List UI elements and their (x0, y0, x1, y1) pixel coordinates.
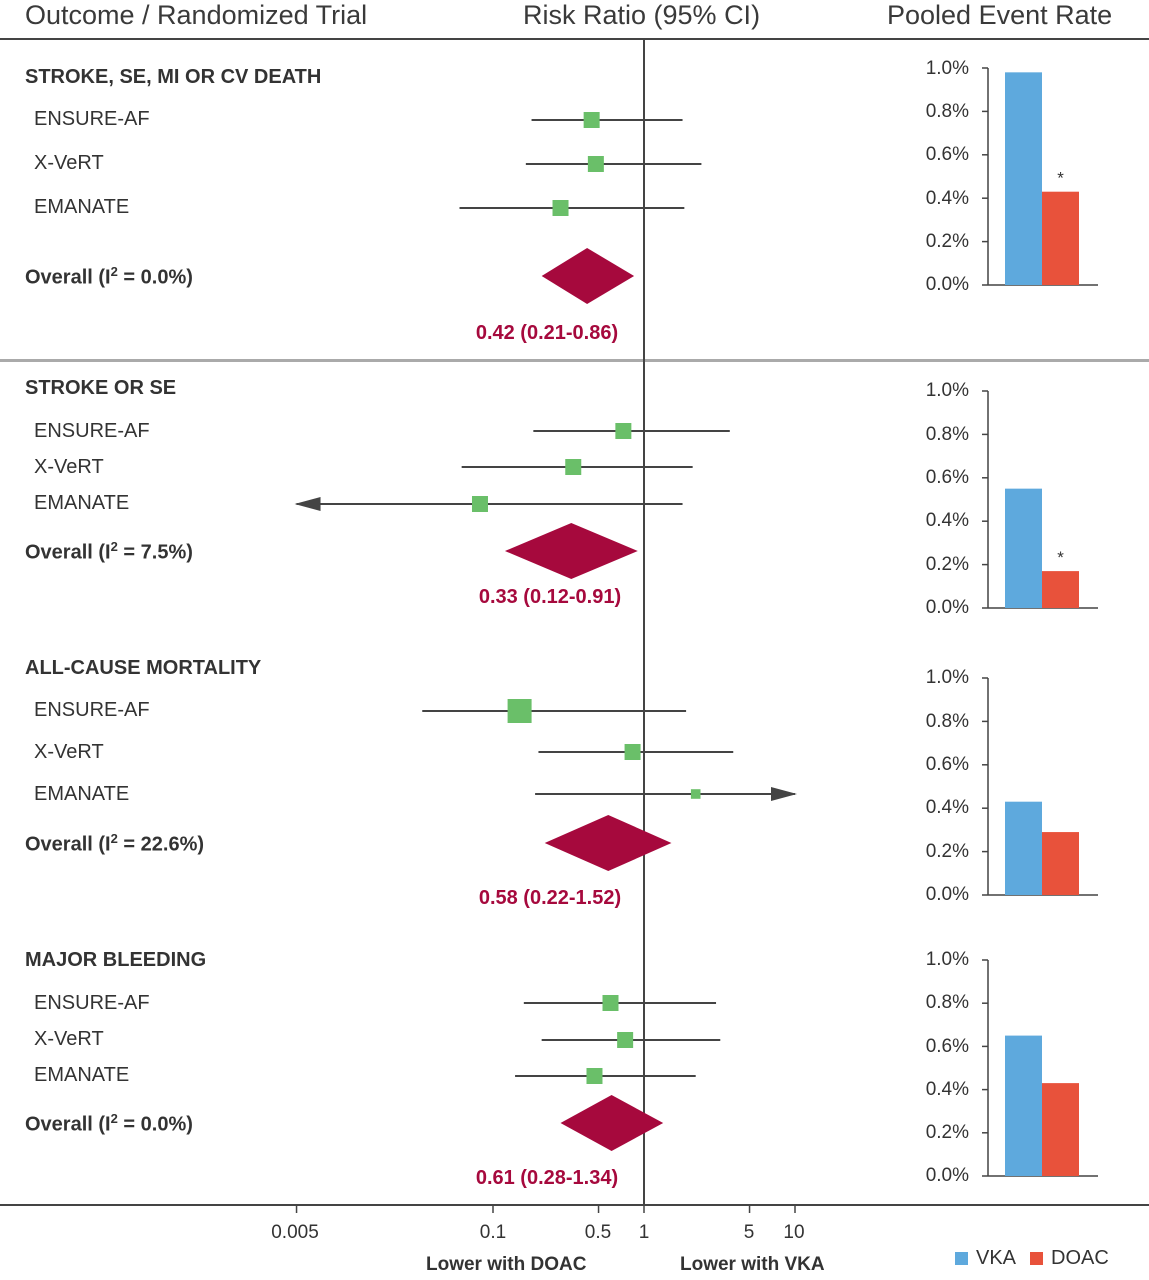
y-tick-label: 0.0% (925, 884, 969, 905)
pooled-estimate: 0.33 (0.12-0.91) (478, 586, 622, 608)
legend: VKA DOAC (955, 1247, 1109, 1270)
y-tick-label: 0.6% (925, 144, 969, 165)
y-tick-label: 0.8% (925, 101, 969, 122)
point-estimate-square (586, 1068, 603, 1084)
y-tick-label: 0.8% (925, 992, 969, 1013)
y-tick-label: 0.4% (925, 1079, 969, 1100)
y-tick-label: 0.2% (925, 554, 969, 575)
bottom-rule (0, 1204, 1149, 1206)
y-tick-label: 0.4% (925, 797, 969, 818)
pooled-diamond (504, 523, 638, 579)
y-tick-label: 1.0% (925, 667, 969, 688)
trial-label: ENSURE-AF (34, 992, 150, 1014)
point-estimate-square (615, 423, 632, 439)
section-divider (0, 359, 1149, 362)
header-outcome-trial: Outcome / Randomized Trial (25, 0, 368, 30)
trial-label: X-VeRT (34, 741, 104, 763)
trial-label: EMANATE (34, 1064, 130, 1086)
point-estimate-square (583, 112, 600, 128)
y-tick-label: 0.6% (925, 754, 969, 775)
point-estimate-square (507, 699, 532, 723)
doac-bar (1042, 832, 1079, 895)
point-estimate-square (624, 744, 641, 760)
doac-bar (1042, 191, 1079, 285)
x-tick-label: 5 (743, 1222, 755, 1243)
point-estimate-square (565, 459, 582, 475)
trial-label: X-VeRT (34, 152, 104, 174)
y-tick-label: 0.4% (925, 510, 969, 531)
overall-label: Overall (I2 = 0.0%) (25, 264, 193, 289)
outcome-title: STROKE, SE, MI OR CV DEATH (25, 66, 322, 88)
x-tick-label: 0.005 (271, 1222, 319, 1243)
legend-swatch-doac (1030, 1252, 1044, 1265)
vka-bar (1005, 1035, 1042, 1176)
y-tick-label: 1.0% (925, 58, 969, 79)
x-tick-label: 1 (638, 1222, 650, 1243)
legend-label-doac: DOAC (1051, 1247, 1109, 1269)
trial-label: EMANATE (34, 196, 130, 218)
overall-label: Overall (I2 = 22.6%) (25, 831, 205, 856)
ci-arrow-left (294, 497, 321, 511)
pooled-estimate: 0.58 (0.22-1.52) (478, 887, 622, 909)
header-risk-ratio: Risk Ratio (95% CI) (523, 0, 761, 30)
lower-with-vka-label: Lower with VKA (680, 1254, 825, 1275)
point-estimate-square (587, 156, 604, 172)
y-tick-label: 0.8% (925, 711, 969, 732)
y-tick-label: 0.0% (925, 597, 969, 618)
pooled-diamond (544, 815, 672, 871)
x-tick-label: 0.5 (584, 1222, 612, 1243)
x-tick-label: 10 (783, 1222, 805, 1243)
significance-star: * (1057, 169, 1064, 188)
trial-label: ENSURE-AF (34, 420, 150, 442)
header-pooled-event-rate: Pooled Event Rate (887, 0, 1113, 30)
doac-bar (1042, 571, 1079, 608)
legend-swatch-vka (955, 1252, 968, 1265)
point-estimate-square (602, 995, 619, 1011)
point-estimate-square (617, 1032, 634, 1048)
trial-label: X-VeRT (34, 1028, 104, 1050)
outcome-title: MAJOR BLEEDING (25, 949, 207, 971)
y-tick-label: 0.6% (925, 467, 969, 488)
y-tick-label: 0.4% (925, 188, 969, 209)
pooled-diamond (541, 248, 635, 304)
trial-label: ENSURE-AF (34, 108, 150, 130)
y-tick-label: 1.0% (925, 380, 969, 401)
y-tick-label: 0.0% (925, 1165, 969, 1186)
overall-label: Overall (I2 = 7.5%) (25, 539, 193, 564)
point-estimate-square (552, 200, 569, 216)
vka-bar (1005, 72, 1042, 285)
trial-label: EMANATE (34, 783, 130, 805)
pooled-estimate: 0.61 (0.28-1.34) (475, 1167, 619, 1189)
y-tick-label: 0.6% (925, 1036, 969, 1057)
y-tick-label: 0.8% (925, 424, 969, 445)
y-tick-label: 0.2% (925, 231, 969, 252)
vka-bar (1005, 488, 1042, 608)
vka-bar (1005, 801, 1042, 895)
trial-label: ENSURE-AF (34, 699, 150, 721)
pooled-estimate: 0.42 (0.21-0.86) (475, 322, 619, 344)
ci-arrow-right (771, 787, 797, 801)
x-tick-label: 0.1 (479, 1222, 507, 1243)
trial-label: EMANATE (34, 492, 130, 514)
outcome-title: STROKE OR SE (25, 377, 177, 399)
trial-label: X-VeRT (34, 456, 104, 478)
y-tick-label: 0.0% (925, 274, 969, 295)
outcome-title: ALL-CAUSE MORTALITY (25, 657, 262, 679)
overall-label: Overall (I2 = 0.0%) (25, 1111, 193, 1136)
point-estimate-square (690, 789, 701, 799)
y-tick-label: 0.2% (925, 841, 969, 862)
legend-label-vka: VKA (976, 1247, 1017, 1269)
top-rule (0, 38, 1149, 40)
point-estimate-square (471, 496, 488, 512)
pooled-diamond (560, 1095, 664, 1151)
lower-with-doac-label: Lower with DOAC (426, 1254, 587, 1275)
doac-bar (1042, 1083, 1079, 1176)
significance-star: * (1057, 548, 1064, 567)
y-tick-label: 0.2% (925, 1122, 969, 1143)
y-tick-label: 1.0% (925, 949, 969, 970)
